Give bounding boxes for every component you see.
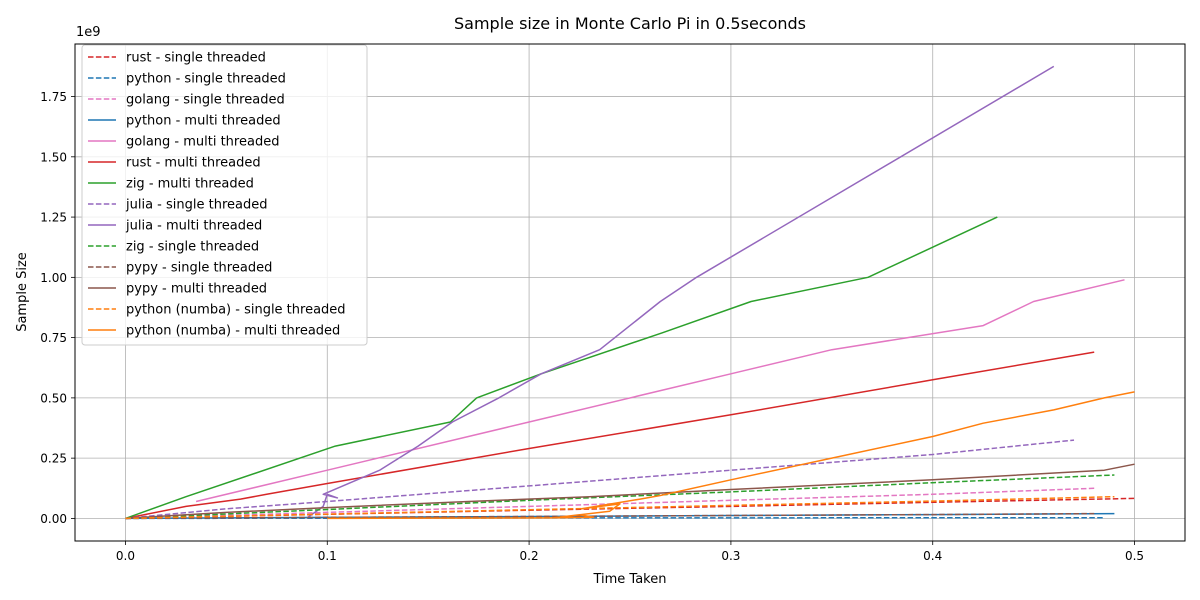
legend-label: julia - multi threaded xyxy=(125,219,262,234)
x-tick-label: 0.3 xyxy=(721,549,740,563)
legend-label: golang - single threaded xyxy=(126,93,285,108)
legend-label: golang - multi threaded xyxy=(126,135,279,150)
legend-label: python - single threaded xyxy=(126,72,286,87)
x-tick-label: 0.4 xyxy=(923,549,942,563)
y-axis-label: Sample Size xyxy=(15,252,30,332)
series-line xyxy=(327,391,1135,520)
axis-ticks: 0.0 0.1 0.2 0.3 0.4 0.5 0.00 0.25 0.50 0.75 1.00 1.… xyxy=(40,90,1144,563)
y-tick-label: 1.25 xyxy=(40,211,67,225)
legend-label: pypy - single threaded xyxy=(126,261,272,276)
y-tick-label: 0.75 xyxy=(40,331,67,345)
series-line xyxy=(306,65,1055,519)
series-line xyxy=(125,216,998,520)
legend-label: pypy - multi threaded xyxy=(126,282,267,297)
y-tick-label: 1.75 xyxy=(40,90,67,104)
series-line xyxy=(195,279,1125,503)
legend-label: python (numba) - multi threaded xyxy=(126,324,340,339)
legend-label: python - multi threaded xyxy=(126,114,281,129)
legend-label: python (numba) - single threaded xyxy=(126,303,346,318)
series-line xyxy=(125,474,1115,520)
chart-title: Sample size in Monte Carlo Pi in 0.5seco… xyxy=(454,14,806,33)
legend-label: rust - multi threaded xyxy=(126,156,261,171)
y-tick-label: 0.25 xyxy=(40,452,67,466)
y-tick-label: 0.50 xyxy=(40,391,67,405)
series-line xyxy=(125,487,1095,520)
series-line xyxy=(125,351,1095,520)
y-tick-label: 1.50 xyxy=(40,150,67,164)
x-tick-label: 0.5 xyxy=(1125,549,1144,563)
legend: rust - single threaded python - single th… xyxy=(81,44,368,346)
legend-label: rust - single threaded xyxy=(126,51,266,66)
x-axis-label: Time Taken xyxy=(592,572,666,587)
legend-box xyxy=(81,44,368,346)
x-tick-label: 0.2 xyxy=(520,549,539,563)
series-line xyxy=(125,439,1075,520)
legend-label: zig - single threaded xyxy=(126,240,259,255)
legend-label: julia - single threaded xyxy=(125,198,267,213)
series-lines xyxy=(125,65,1135,520)
series-line xyxy=(125,495,1115,520)
y-tick-label: 1.00 xyxy=(40,271,67,285)
x-tick-label: 0.0 xyxy=(116,549,135,563)
series-line xyxy=(125,463,1135,520)
y-tick-label: 0.00 xyxy=(40,512,67,526)
plot-area-frame xyxy=(74,43,1186,542)
legend-label: zig - multi threaded xyxy=(126,177,254,192)
y-axis-offset-label: 1e9 xyxy=(76,25,101,40)
series-line xyxy=(125,512,1095,520)
x-tick-label: 0.1 xyxy=(318,549,337,563)
